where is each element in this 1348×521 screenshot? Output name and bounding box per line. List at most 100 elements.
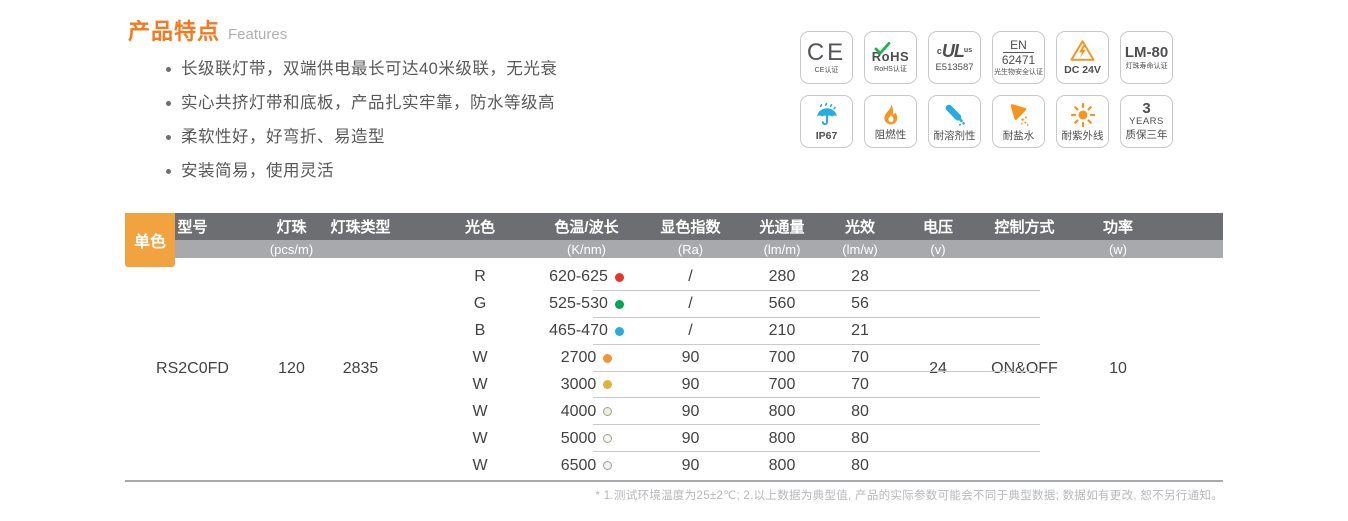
light-color-cell: G [473, 295, 487, 313]
cri-cell: 90 [681, 429, 700, 447]
features-section-title: 产品特点 Features [128, 14, 287, 46]
badge-ul: c UL us E513587 [928, 31, 981, 84]
cct-cell: 2700 [533, 349, 640, 367]
badge-uv-resistant: 耐紫外线 [1056, 95, 1109, 148]
col-header-flux: 光通量 [759, 219, 805, 236]
warning-triangle-icon [1070, 40, 1095, 61]
badge-label: RoHS认证 [874, 65, 907, 73]
cri-cell: / [688, 295, 693, 313]
flux-cell: 800 [768, 402, 796, 420]
table-row: B 465-470 / 210 21 [427, 318, 1040, 345]
col-header-control: 控制方式 [994, 219, 1055, 236]
cct-value: 5000 [560, 429, 597, 447]
led-type-value: 2835 [342, 360, 379, 377]
model-value: RS2C0FD [156, 360, 229, 377]
badge-label: DC 24V [1064, 64, 1101, 76]
flux-cell: 700 [768, 375, 796, 393]
table-row: W 4000 90 800 80 [427, 398, 1040, 426]
efficacy-cell: 70 [851, 349, 869, 367]
feature-list: 长级联灯带，双端供电最长可达40米级联，无光衰 实心共挤灯带和底板，产品扎实牢靠… [166, 59, 557, 195]
lm80-text: LM-80 [1124, 43, 1169, 61]
light-color-cell: W [472, 349, 488, 367]
col-header-cct: 色温/波长 [554, 219, 619, 236]
feature-text: 实心共挤灯带和底板，产品扎实牢靠，防水等级高 [181, 94, 555, 112]
cri-cell: 90 [681, 402, 700, 420]
col-header-led-type: 灯珠类型 [330, 219, 391, 236]
col-header-light-color: 光色 [464, 219, 495, 236]
leds-per-meter-value: 120 [278, 360, 305, 377]
feature-item: 安装简易，使用灵活 [166, 161, 557, 182]
feature-item: 实心共挤灯带和底板，产品扎实牢靠，防水等级高 [166, 93, 557, 114]
light-color-cell: W [472, 402, 488, 420]
cct-cell: 525-530 [533, 295, 640, 313]
cri-cell: / [688, 268, 693, 286]
cct-value: 2700 [560, 349, 597, 367]
table-row: W 5000 90 800 80 [427, 425, 1040, 453]
color-dot-icon [603, 434, 613, 444]
cct-cell: 6500 [533, 457, 640, 475]
color-dot-icon [603, 407, 613, 417]
cri-cell: / [688, 322, 693, 340]
col-header-efficacy: 光效 [844, 219, 875, 236]
color-dot-icon [614, 299, 624, 309]
cct-cell: 465-470 [533, 322, 640, 340]
cct-cell: 4000 [533, 403, 640, 421]
flux-cell: 560 [768, 295, 796, 313]
unit-leds: (pcs/m) [269, 241, 314, 257]
pouring-flask-icon [1010, 103, 1028, 126]
cct-cell: 620-625 [533, 268, 640, 286]
unit-power: (w) [1108, 241, 1128, 257]
cert-badge-grid: CE CE认证 RoHS RoHS认证 c UL us E513587 EN 624… [800, 31, 1173, 148]
control-mode-value: ON&OFF [991, 360, 1058, 377]
unit-cct: (K/nm) [567, 241, 606, 257]
bullet-icon [166, 135, 171, 140]
badge-label: IP67 [815, 129, 838, 142]
swab-icon [945, 104, 965, 126]
efficacy-cell: 80 [851, 429, 869, 447]
cri-cell: 90 [681, 349, 700, 367]
warranty-years-text: YEARS [1129, 116, 1164, 127]
color-dot-icon [614, 326, 624, 336]
efficacy-cell: 80 [851, 402, 869, 420]
cct-value: 620-625 [549, 268, 608, 286]
table-header-row: 型号 灯珠 灯珠类型 光色 色温/波长 显色指数 光通量 光效 电压 控制方式 … [125, 213, 1223, 240]
bullet-icon [166, 169, 171, 174]
ce-mark-icon: CE [806, 38, 847, 66]
light-color-cell: W [472, 429, 488, 447]
table-row: W 3000 90 700 70 [427, 372, 1040, 399]
bullet-icon [166, 101, 171, 106]
umbrella-rain-icon [816, 102, 837, 125]
cri-cell: 90 [681, 456, 700, 474]
badge-solvent-resistant: 耐溶剂性 [928, 95, 981, 148]
warranty-years-number: 3 [1142, 100, 1151, 117]
category-tab: 单色 [125, 213, 175, 267]
feature-text: 长级联灯带，双端供电最长可达40米级联，无光衰 [181, 60, 558, 78]
badge-salt-water-resistant: 耐盐水 [992, 95, 1045, 148]
cct-value: 465-470 [549, 322, 608, 340]
page-subtitle: Features [228, 26, 288, 43]
efficacy-cell: 80 [851, 456, 869, 474]
spec-table: 单色 型号 灯珠 灯珠类型 光色 色温/波长 显色指数 光通量 光效 电压 控制… [125, 213, 1223, 482]
en-code-top: EN [1003, 38, 1034, 53]
ul-mark-icon: c UL us [936, 41, 973, 61]
col-header-power: 功率 [1102, 219, 1133, 236]
cct-value: 4000 [560, 402, 597, 420]
badge-label: CE认证 [814, 66, 839, 74]
cct-cell: 5000 [533, 430, 640, 448]
page-title: 产品特点 [128, 19, 221, 44]
col-header-cri: 显色指数 [660, 219, 721, 236]
footnote: * 1.测试环境温度为25±2℃; 2.以上数据为典型值, 产品的实际参数可能会… [595, 490, 1223, 502]
color-dot-icon [603, 353, 613, 363]
badge-lm80: LM-80 灯珠寿命认证 [1120, 31, 1173, 84]
table-unit-row: (pcs/m) (K/nm) (Ra) (lm/m) (lm/w) (v) (w… [125, 240, 1223, 258]
color-dot-icon [603, 380, 613, 390]
color-dot-icon [614, 272, 624, 282]
bullet-icon [166, 67, 171, 72]
power-value: 10 [1109, 360, 1127, 377]
table-body: RS2C0FD 120 2835 24 ON&OFF 10 R 620-625 … [125, 258, 1223, 482]
efficacy-cell: 28 [851, 268, 869, 286]
badge-label: 耐溶剂性 [933, 129, 976, 142]
unit-efficacy: (lm/w) [842, 241, 878, 257]
badge-warranty: 3 YEARS 质保三年 [1120, 95, 1173, 148]
light-color-cell: W [472, 375, 488, 393]
